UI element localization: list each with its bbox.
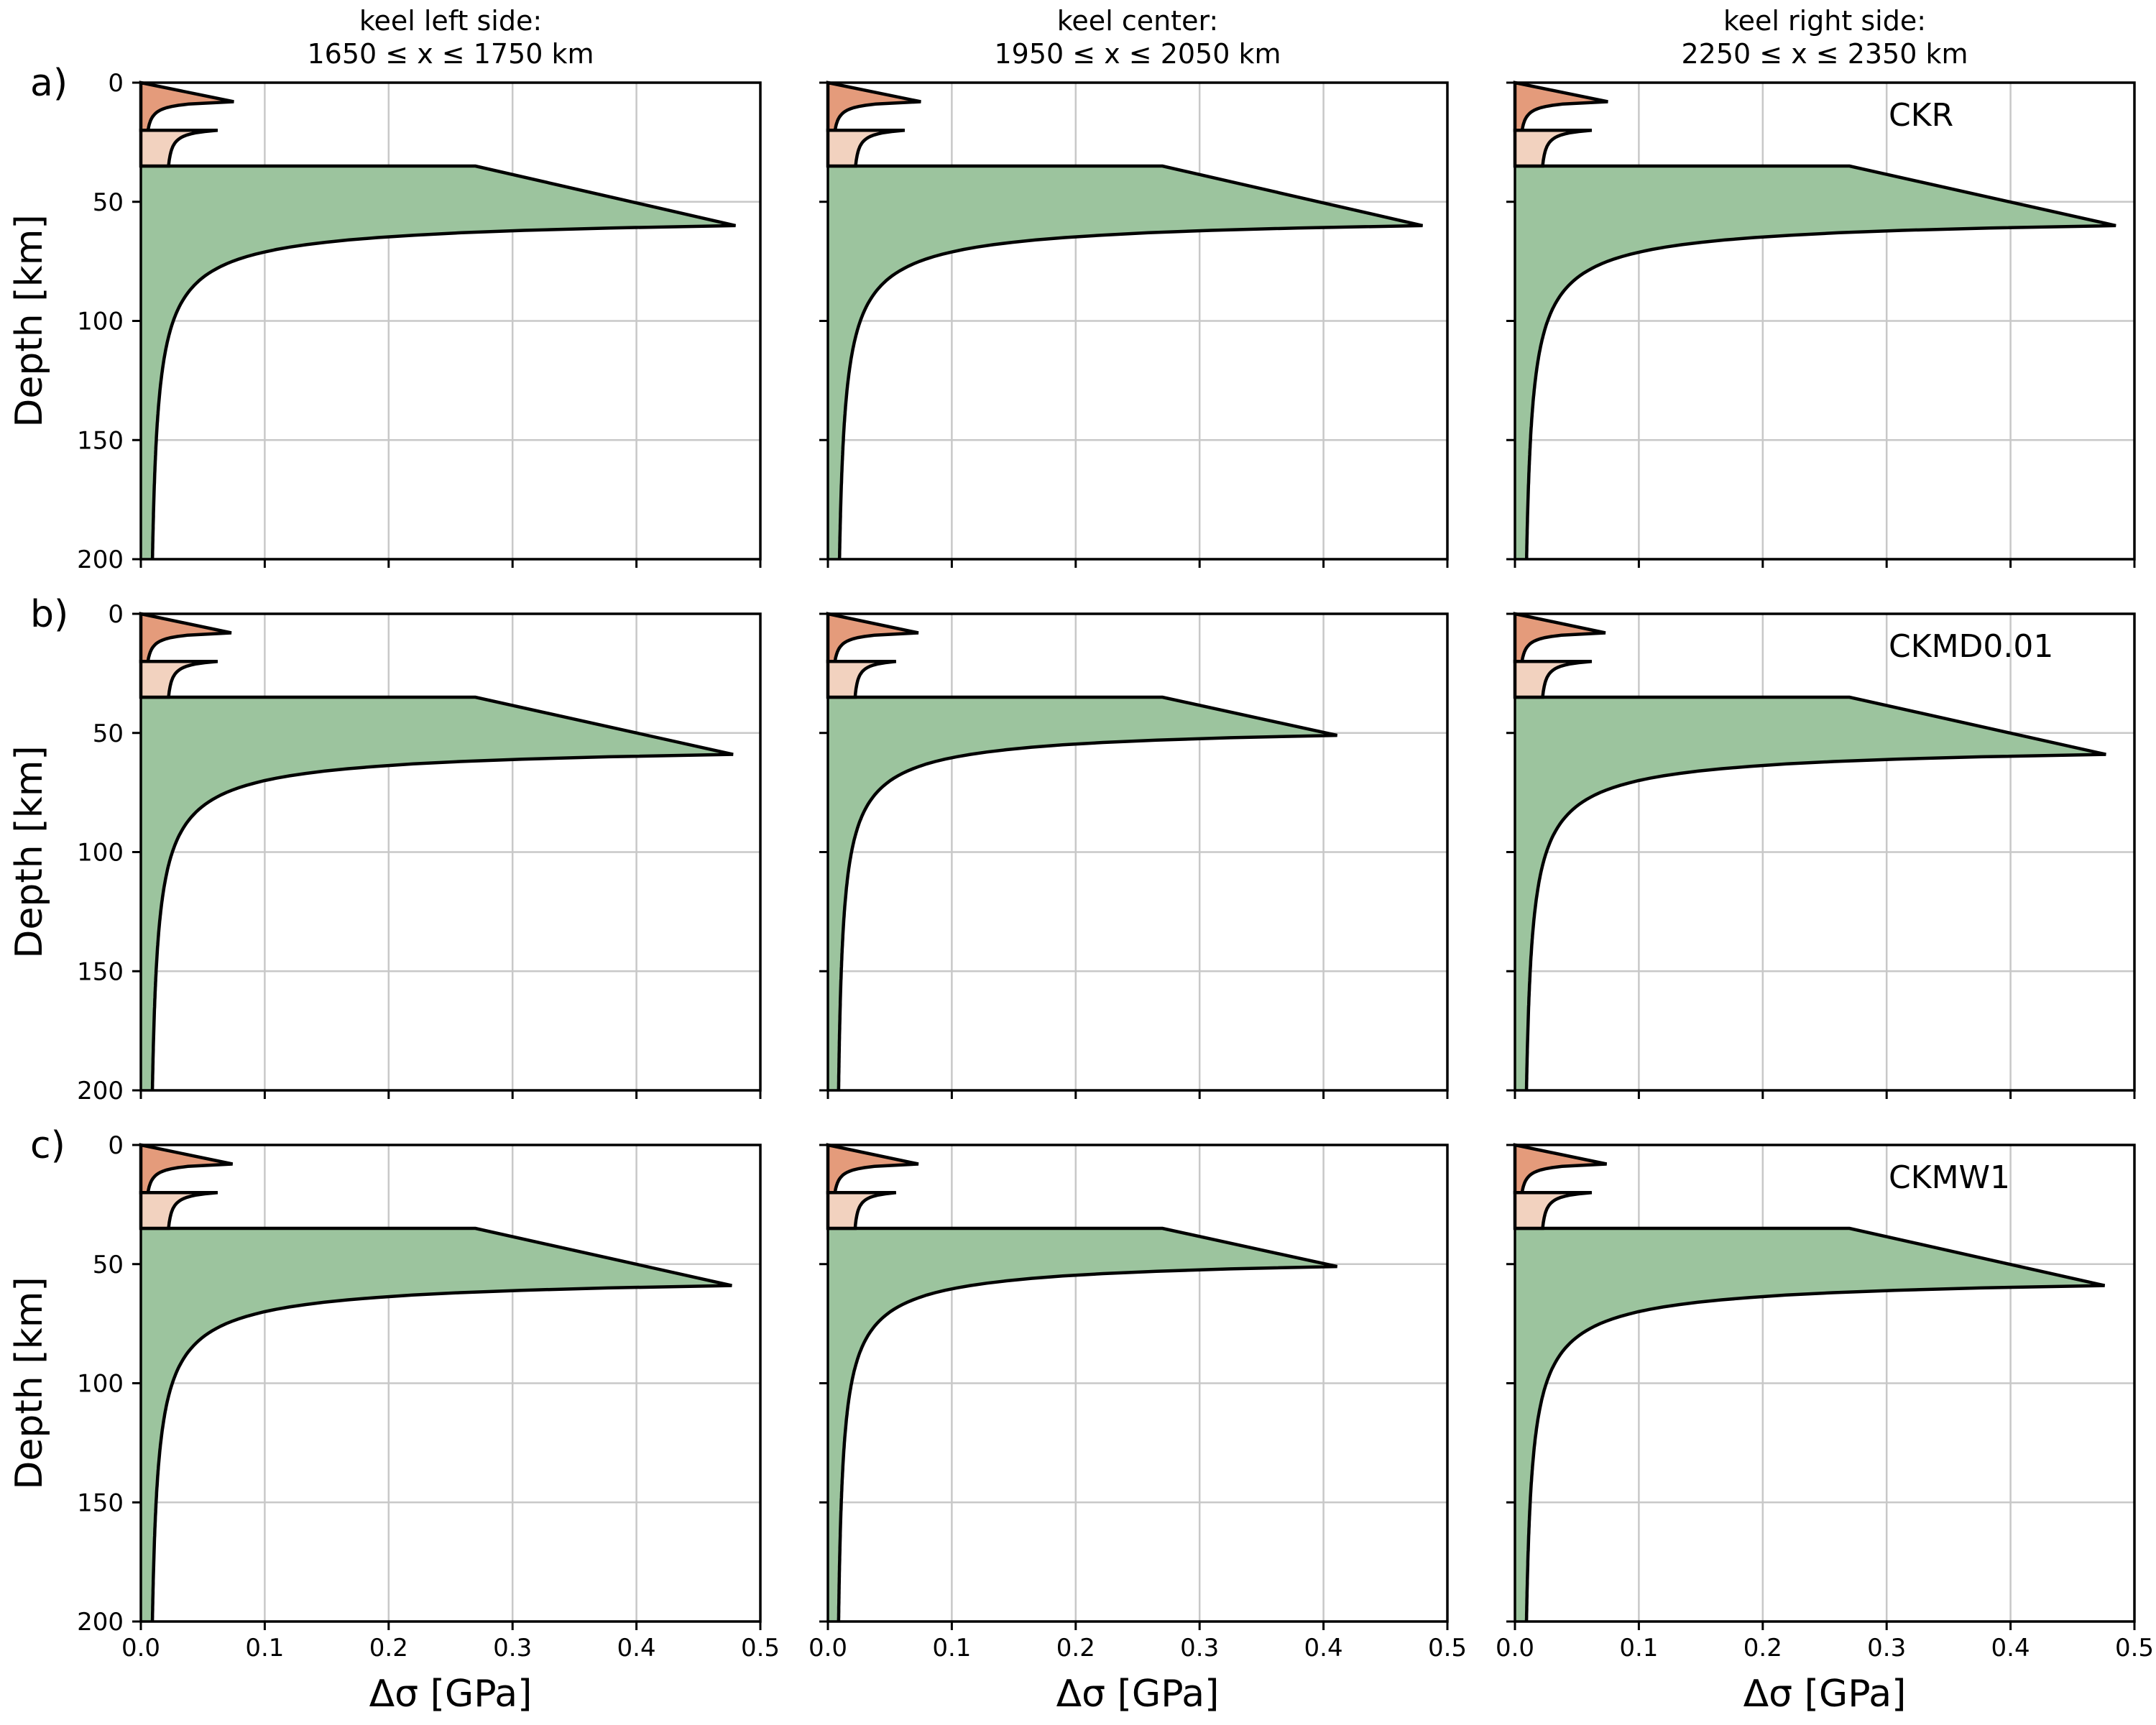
model-label: CKMD0.01 [1889, 628, 2053, 665]
panel-a-col2: keel center:1950 ≤ x ≤ 2050 km [819, 5, 1449, 568]
upper-crust-profile [1513, 80, 1608, 132]
y-axis-label: Depth [km] [8, 1276, 51, 1489]
row-label: c) [30, 1124, 65, 1167]
mantle-profile-line [140, 1226, 732, 1622]
y-tick-label: 200 [77, 1077, 124, 1105]
x-axis-label: Δσ [GPa] [369, 1673, 533, 1716]
y-axis-label: Depth [km] [8, 214, 51, 427]
mantle-fill [1515, 697, 2106, 1090]
mantle-profile-line [827, 1226, 1338, 1622]
panel-b-col1: 0 50 100 150 200 Depth [km] b) [8, 593, 762, 1105]
x-tick-label: 0.3 [1180, 1634, 1219, 1662]
y-tick-label: 200 [77, 1608, 124, 1637]
x-tick-label: 0.5 [741, 1634, 780, 1662]
panel-c-col2: 0.0 0.1 0.2 0.3 0.4 0.5 Δσ [GPa] [808, 1143, 1467, 1716]
mantle-fill [1515, 1228, 2105, 1622]
x-tick-label: 0.0 [808, 1634, 847, 1662]
y-tick-label: 0 [108, 69, 124, 98]
x-tick-label: 0.1 [245, 1634, 284, 1662]
upper-crust-profile [139, 80, 234, 132]
mantle-fill [828, 166, 1423, 559]
y-tick-label: 0 [108, 600, 124, 629]
lower-crust-profile [1513, 129, 1593, 168]
x-tick-label: 0.4 [617, 1634, 656, 1662]
column-title-line2: 1650 ≤ x ≤ 1750 km [308, 38, 594, 70]
mantle-profile-line [1514, 1226, 2106, 1622]
mantle-profile-line [1514, 164, 2116, 560]
lower-crust-profile [139, 1191, 218, 1230]
lower-crust-profile [1513, 1191, 1593, 1230]
y-tick-label: 0 [108, 1131, 124, 1160]
panel-b-col2 [819, 612, 1449, 1099]
mantle-profile-line [140, 164, 737, 560]
lower-crust-profile [139, 660, 218, 699]
x-tick-label: 0.4 [1991, 1634, 2030, 1662]
mantle-profile-line [140, 695, 734, 1090]
mantle-fill [828, 697, 1337, 1090]
y-tick-label: 150 [77, 426, 124, 455]
column-title-line1: keel left side: [359, 5, 542, 37]
x-tick-label: 0.2 [369, 1634, 408, 1662]
y-axis-label: Depth [km] [8, 745, 51, 958]
panel-a-col1: 0 50 100 150 200 Depth [km] a) keel left side:1… [8, 5, 762, 574]
x-tick-label: 0.5 [1428, 1634, 1467, 1662]
model-label: CKR [1889, 97, 1953, 134]
upper-crust-profile [139, 612, 232, 663]
mantle-profile-line [827, 164, 1424, 560]
x-tick-label: 0.0 [121, 1634, 160, 1662]
model-label: CKMW1 [1889, 1159, 2010, 1196]
upper-crust-profile [139, 1143, 234, 1195]
mantle-fill [828, 1228, 1337, 1622]
column-title-line1: keel right side: [1723, 5, 1926, 37]
mantle-fill [141, 1228, 732, 1622]
column-title-line1: keel center: [1057, 5, 1218, 37]
y-tick-label: 100 [77, 1370, 124, 1399]
lower-crust-profile [139, 129, 218, 168]
mantle-fill [141, 166, 736, 559]
x-tick-label: 0.4 [1304, 1634, 1343, 1662]
y-tick-label: 50 [93, 188, 124, 217]
y-tick-label: 100 [77, 308, 124, 336]
x-tick-label: 0.3 [493, 1634, 532, 1662]
lower-crust-profile [1513, 660, 1593, 699]
y-tick-label: 100 [77, 839, 124, 868]
y-tick-label: 200 [77, 546, 124, 574]
x-tick-label: 0.2 [1056, 1634, 1095, 1662]
mantle-fill [141, 697, 734, 1090]
column-title-line2: 1950 ≤ x ≤ 2050 km [995, 38, 1281, 70]
mantle-fill [1515, 166, 2116, 559]
y-tick-label: 50 [93, 719, 124, 748]
row-label: a) [30, 62, 68, 105]
panel-c-col1: 0 50 100 150 200 Depth [km] c) 0.0 0.1 0.2 0.3 0.4 0… [8, 1124, 780, 1716]
x-tick-label: 0.1 [932, 1634, 971, 1662]
upper-crust-profile [826, 612, 919, 663]
column-title-line2: 2250 ≤ x ≤ 2350 km [1682, 38, 1968, 70]
x-tick-label: 0.2 [1743, 1634, 1782, 1662]
mantle-profile-line [827, 695, 1338, 1090]
y-tick-label: 150 [77, 1489, 124, 1517]
panel-c-col3: 0.0 0.1 0.2 0.3 0.4 0.5 Δσ [GPa] CKMW1 [1496, 1143, 2154, 1716]
upper-crust-profile [1513, 612, 1606, 663]
upper-crust-profile [826, 80, 921, 132]
x-axis-label: Δσ [GPa] [1056, 1673, 1220, 1716]
mantle-profile-line [1514, 695, 2106, 1090]
y-tick-label: 150 [77, 957, 124, 986]
panel-b-col3: CKMD0.01 [1506, 612, 2136, 1099]
y-tick-label: 50 [93, 1251, 124, 1279]
row-label: b) [30, 593, 68, 636]
x-tick-label: 0.0 [1496, 1634, 1534, 1662]
upper-crust-profile [826, 1143, 919, 1195]
lower-crust-profile [826, 1191, 897, 1230]
x-tick-label: 0.5 [2115, 1634, 2154, 1662]
panel-a-col3: keel right side:2250 ≤ x ≤ 2350 km CKR [1506, 5, 2136, 568]
lower-crust-profile [826, 660, 897, 699]
lower-crust-profile [826, 129, 906, 168]
x-tick-label: 0.1 [1619, 1634, 1658, 1662]
upper-crust-profile [1513, 1143, 1608, 1195]
x-axis-label: Δσ [GPa] [1743, 1673, 1907, 1716]
x-tick-label: 0.3 [1867, 1634, 1906, 1662]
